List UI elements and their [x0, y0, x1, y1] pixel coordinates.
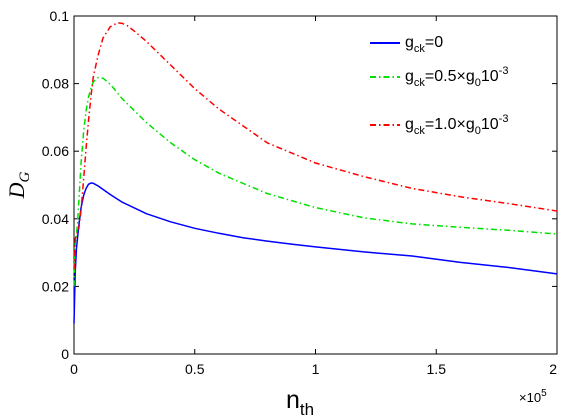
- legend-label-2: gck=0.5×g010-3: [405, 65, 508, 89]
- y-axis-ticks: 0 0.02 0.04 0.06 0.08 0.1: [42, 8, 557, 362]
- x-axis-ticks: 0 0.5 1 1.5 2: [70, 16, 558, 377]
- legend-text-part: -3: [499, 113, 509, 125]
- legend-text-part: =0: [425, 34, 443, 51]
- y-tick-label: 0.1: [50, 8, 70, 24]
- y-tick-label: 0: [61, 346, 69, 362]
- x-tick-label: 1.5: [427, 361, 447, 377]
- legend-text-part: 10: [481, 116, 499, 133]
- y-tick-label: 0.02: [42, 278, 69, 294]
- y-axis-label-sub: G: [17, 171, 33, 182]
- y-axis-label: DG: [4, 171, 33, 199]
- y-tick-label: 0.06: [42, 143, 69, 159]
- y-tick-label: 0.08: [42, 76, 69, 92]
- legend-text-part: -3: [499, 65, 509, 77]
- legend-text-part: 0: [475, 77, 481, 89]
- x-tick-label: 0.5: [185, 361, 205, 377]
- legend-text-part: g: [405, 68, 414, 85]
- x-axis-label-main: n: [286, 386, 300, 414]
- x-axis-label-sub: th: [300, 400, 314, 419]
- series-line-2: [73, 76, 558, 287]
- plot-frame: [73, 15, 558, 355]
- legend-text-part: =1.0×g: [425, 116, 475, 133]
- x-tick-label: 2: [549, 361, 557, 377]
- x-exponent-power: 5: [541, 388, 547, 399]
- legend-text-part: ck: [414, 77, 426, 89]
- series-line-1: [73, 182, 558, 324]
- x-axis-exponent: ×105: [519, 388, 547, 405]
- legend-text-part: 10: [481, 68, 499, 85]
- x-tick-label: 1: [312, 361, 320, 377]
- series-line-3: [73, 22, 558, 270]
- legend-text-part: 0: [475, 125, 481, 137]
- legend-text-part: g: [405, 34, 414, 51]
- x-axis-label: nth: [286, 386, 314, 419]
- x-exponent-prefix: ×10: [519, 390, 541, 405]
- y-tick-label: 0.04: [42, 211, 69, 227]
- legend-text-part: ck: [414, 43, 426, 55]
- legend-label-3: gck=1.0×g010-3: [405, 113, 508, 137]
- legend-text-part: =0.5×g: [425, 68, 475, 85]
- legend-text-part: g: [405, 116, 414, 133]
- x-tick-label: 0: [70, 361, 78, 377]
- y-axis-label-main: D: [4, 182, 29, 199]
- series-lines: [73, 22, 558, 324]
- legend-label-1: gck=0: [405, 34, 443, 55]
- legend-text-part: ck: [414, 125, 426, 137]
